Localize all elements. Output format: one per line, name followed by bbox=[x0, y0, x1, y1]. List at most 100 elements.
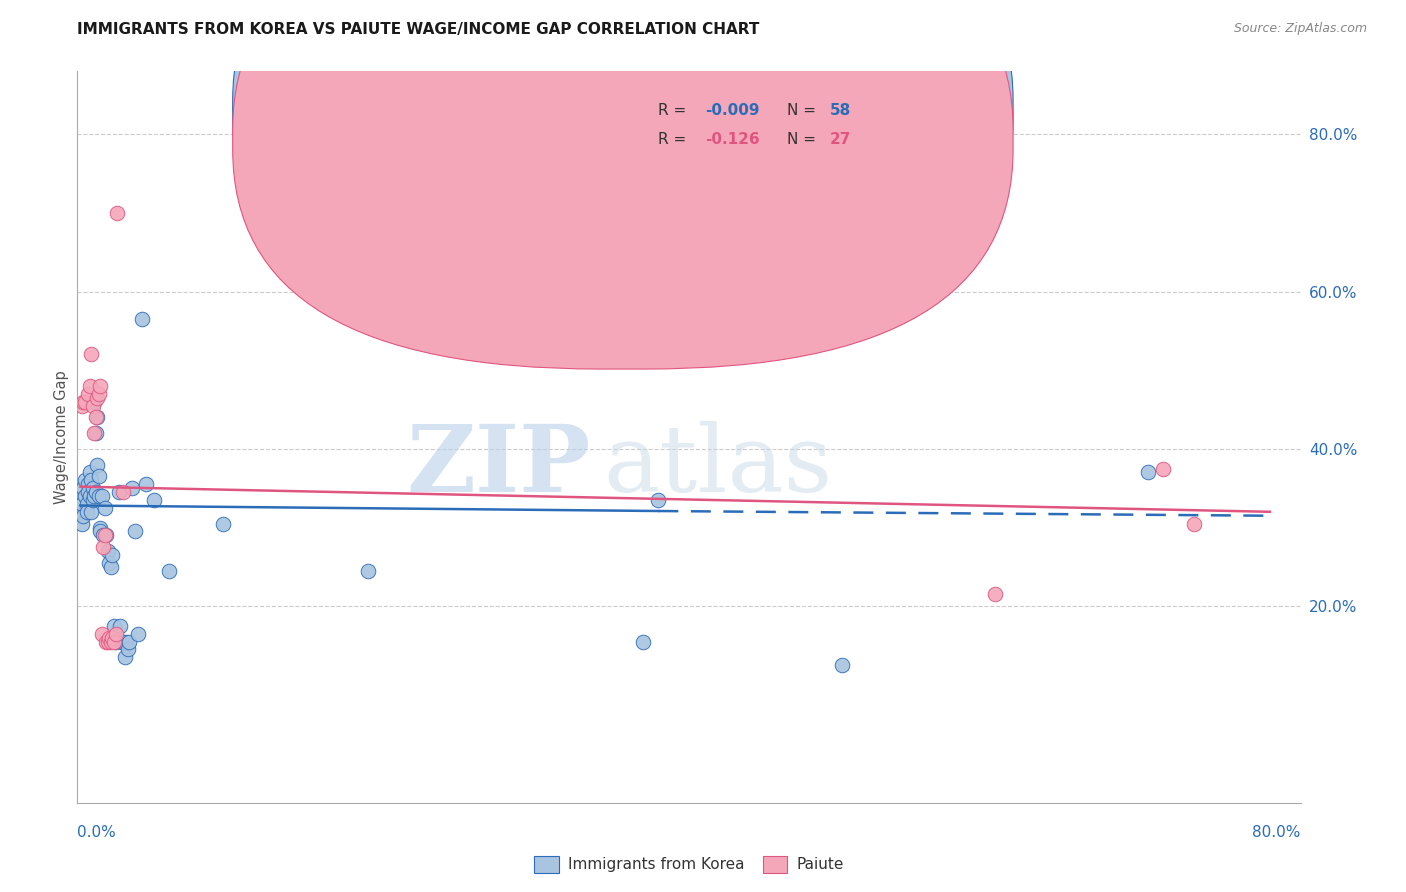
Point bbox=[80, 473, 103, 487]
Point bbox=[83, 426, 105, 441]
Text: 27: 27 bbox=[830, 132, 851, 147]
Point bbox=[82, 399, 104, 413]
Point bbox=[91, 528, 114, 542]
Point bbox=[135, 477, 157, 491]
Point bbox=[83, 489, 105, 503]
Point bbox=[77, 387, 100, 401]
Point bbox=[94, 500, 117, 515]
Point bbox=[87, 469, 110, 483]
Point bbox=[97, 634, 120, 648]
Point bbox=[157, 564, 180, 578]
Point bbox=[91, 540, 114, 554]
Text: 0.0%: 0.0% bbox=[77, 825, 117, 839]
Point bbox=[83, 394, 105, 409]
Point bbox=[114, 650, 136, 665]
Point bbox=[76, 497, 98, 511]
Point bbox=[357, 564, 380, 578]
Point bbox=[94, 528, 117, 542]
Point bbox=[84, 426, 107, 441]
Point bbox=[127, 626, 149, 640]
Point bbox=[112, 485, 135, 500]
Point bbox=[121, 481, 143, 495]
Text: Source: ZipAtlas.com: Source: ZipAtlas.com bbox=[1233, 22, 1367, 36]
Point bbox=[1152, 461, 1174, 475]
Point bbox=[73, 489, 96, 503]
Point bbox=[72, 481, 94, 495]
Point bbox=[72, 508, 94, 523]
Point bbox=[79, 379, 101, 393]
Point bbox=[647, 493, 669, 508]
Point bbox=[107, 485, 129, 500]
Point bbox=[111, 634, 134, 648]
FancyBboxPatch shape bbox=[232, 0, 1014, 340]
Point bbox=[103, 619, 125, 633]
Point bbox=[89, 524, 111, 539]
Point bbox=[72, 394, 94, 409]
Point bbox=[79, 489, 101, 503]
Point bbox=[108, 619, 131, 633]
Point bbox=[1136, 466, 1159, 480]
Point bbox=[103, 634, 125, 648]
FancyBboxPatch shape bbox=[572, 82, 939, 162]
Point bbox=[100, 634, 122, 648]
Text: -0.009: -0.009 bbox=[704, 103, 759, 118]
Point bbox=[82, 481, 104, 495]
Point bbox=[70, 399, 93, 413]
Point bbox=[69, 505, 91, 519]
Point bbox=[97, 544, 120, 558]
Point bbox=[984, 587, 1007, 601]
Text: -0.126: -0.126 bbox=[704, 132, 759, 147]
Point bbox=[79, 466, 101, 480]
Point bbox=[98, 556, 121, 570]
Point bbox=[80, 505, 103, 519]
Point bbox=[117, 642, 139, 657]
Point bbox=[86, 391, 108, 405]
Point bbox=[70, 516, 93, 531]
Point bbox=[631, 634, 654, 648]
Text: atlas: atlas bbox=[603, 421, 832, 511]
Point bbox=[101, 548, 124, 562]
Point bbox=[70, 497, 93, 511]
Text: R =: R = bbox=[658, 103, 692, 118]
Point bbox=[101, 631, 124, 645]
Point bbox=[73, 473, 96, 487]
Legend: Immigrants from Korea, Paiute: Immigrants from Korea, Paiute bbox=[529, 849, 849, 880]
Point bbox=[90, 626, 112, 640]
Text: 80.0%: 80.0% bbox=[1253, 825, 1301, 839]
Point bbox=[100, 559, 122, 574]
Text: R =: R = bbox=[658, 132, 696, 147]
Point bbox=[118, 634, 141, 648]
Text: ZIP: ZIP bbox=[406, 421, 591, 511]
Point bbox=[84, 485, 107, 500]
FancyBboxPatch shape bbox=[232, 0, 1014, 369]
Point bbox=[105, 206, 128, 220]
Text: 58: 58 bbox=[830, 103, 851, 118]
Point bbox=[131, 312, 153, 326]
Text: N =: N = bbox=[787, 132, 821, 147]
Point bbox=[104, 634, 127, 648]
Point bbox=[115, 634, 138, 648]
Point bbox=[86, 410, 108, 425]
Point bbox=[80, 347, 103, 361]
Point bbox=[87, 387, 110, 401]
Point bbox=[77, 485, 100, 500]
Point bbox=[211, 516, 233, 531]
Point bbox=[98, 631, 121, 645]
Point bbox=[96, 528, 118, 542]
Point bbox=[90, 489, 112, 503]
Point bbox=[73, 394, 96, 409]
Point bbox=[82, 493, 104, 508]
Point bbox=[1182, 516, 1205, 531]
Point bbox=[124, 524, 146, 539]
Point bbox=[142, 493, 165, 508]
Point bbox=[89, 520, 111, 534]
Point bbox=[87, 489, 110, 503]
Point bbox=[89, 379, 111, 393]
Point bbox=[104, 626, 127, 640]
Point bbox=[112, 634, 135, 648]
Text: IMMIGRANTS FROM KOREA VS PAIUTE WAGE/INCOME GAP CORRELATION CHART: IMMIGRANTS FROM KOREA VS PAIUTE WAGE/INC… bbox=[77, 22, 759, 37]
Point bbox=[831, 658, 853, 673]
Point bbox=[76, 505, 98, 519]
Text: N =: N = bbox=[787, 103, 821, 118]
Point bbox=[77, 477, 100, 491]
